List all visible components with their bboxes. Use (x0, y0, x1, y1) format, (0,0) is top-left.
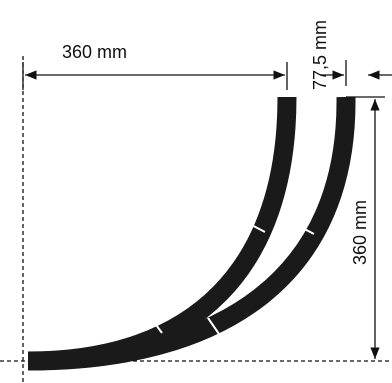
track-joint-inner-lower (150, 317, 163, 334)
track-joint-outer-lower (207, 317, 220, 335)
track-joint-inner-upper (245, 221, 266, 233)
height-label: 360 mm (350, 200, 370, 265)
track-joint-outer-upper (294, 223, 315, 235)
outer-track-curve (27, 96, 356, 371)
top-width-label: 360 mm (62, 42, 127, 62)
inner-track-curve (27, 96, 297, 371)
track-spacing-label: 77,5 mm (310, 20, 330, 90)
